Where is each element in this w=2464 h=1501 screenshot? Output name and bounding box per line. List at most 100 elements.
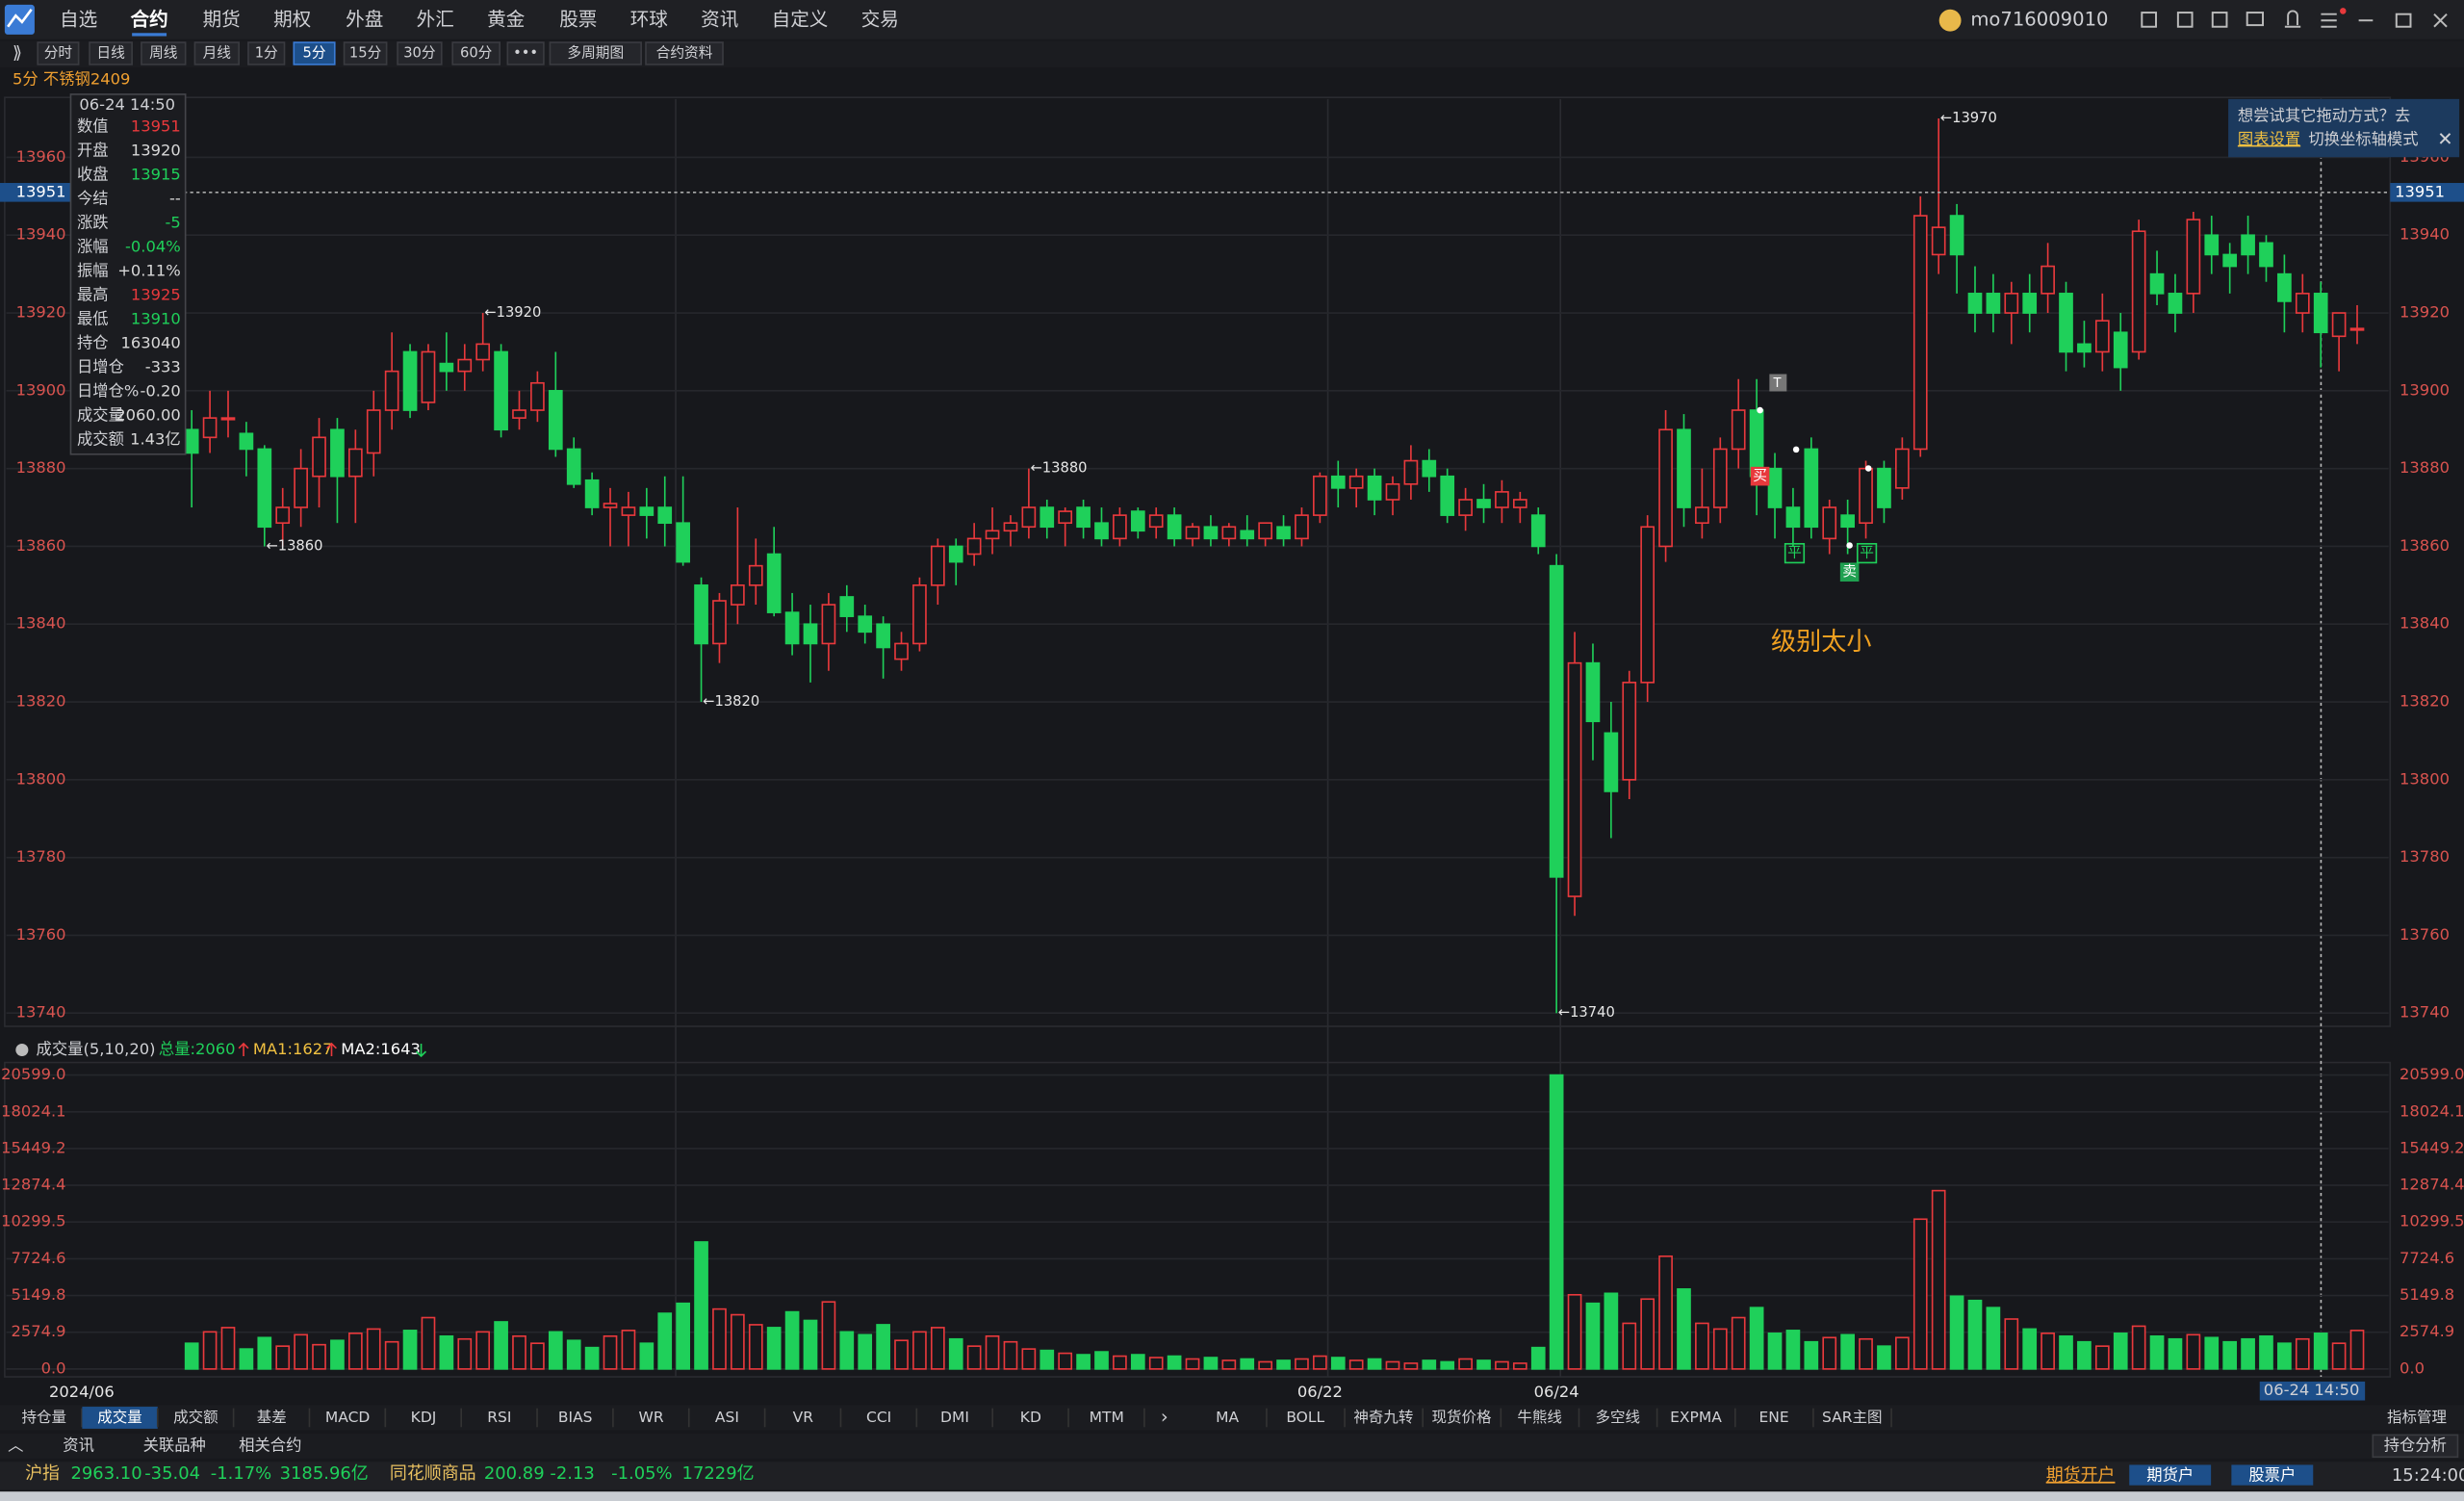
toolbar-label[interactable]: 30分 — [403, 45, 436, 62]
hint-box — [2228, 98, 2460, 158]
overlay-tab[interactable]: MA — [1216, 1409, 1239, 1426]
y-tick-label: 13800 — [2400, 769, 2450, 788]
volume-bar — [839, 1331, 855, 1370]
collapse-icon[interactable] — [15, 1043, 29, 1057]
candle-body — [257, 448, 272, 529]
indicator-tab[interactable]: 成交量 — [97, 1409, 142, 1426]
toolbar-label[interactable]: ••• — [513, 45, 538, 62]
indicator-tab[interactable]: MTM — [1090, 1409, 1124, 1426]
overlay-tab[interactable]: BOLL — [1286, 1409, 1324, 1426]
menu-item[interactable]: 外汇 — [417, 9, 454, 31]
toolbar-label[interactable]: 分时 — [44, 45, 73, 62]
indicator-tab[interactable]: WR — [639, 1409, 664, 1426]
menu-item[interactable]: 自选 — [60, 9, 97, 31]
position-analysis[interactable]: 持仓分析 — [2384, 1436, 2447, 1454]
icon[interactable] — [2176, 12, 2194, 28]
info-tab[interactable]: 资讯 — [63, 1436, 94, 1454]
toolbar-label[interactable]: 月线 — [203, 45, 232, 62]
tab-button[interactable] — [2372, 1434, 2459, 1459]
toolbar-label[interactable]: 5分 — [303, 45, 326, 62]
info-tab[interactable]: 相关合约 — [239, 1436, 301, 1454]
tab-scroll[interactable]: › — [1161, 1406, 1168, 1428]
indicator-tab[interactable]: DMI — [940, 1409, 969, 1426]
y-tick-label: 13900 — [2400, 380, 2450, 399]
toolbar-label[interactable]: 60分 — [460, 45, 493, 62]
info-tab[interactable]: 关联品种 — [143, 1436, 206, 1454]
status-link[interactable]: 期货开户 — [2046, 1465, 2116, 1486]
indicator-tab[interactable]: VR — [793, 1409, 814, 1426]
status-button-label[interactable]: 股票户 — [2248, 1465, 2296, 1484]
toolbar-button[interactable] — [141, 41, 187, 65]
volume-bar — [275, 1345, 291, 1370]
indicator-tab[interactable]: CCI — [866, 1409, 891, 1426]
status-button[interactable] — [2231, 1464, 2314, 1486]
indicator-tab[interactable]: 持仓量 — [21, 1409, 66, 1426]
menu-item[interactable]: 交易 — [861, 9, 899, 31]
candle-body — [1785, 506, 1801, 529]
icon[interactable] — [2211, 12, 2228, 28]
overlay-tab[interactable]: 现货价格 — [1432, 1409, 1493, 1426]
toolbar-label[interactable]: 周线 — [149, 45, 178, 62]
expand-icon[interactable]: ⟫ — [13, 43, 22, 64]
toolbar-label[interactable]: 1分 — [255, 45, 278, 62]
toolbar-button[interactable] — [293, 41, 336, 65]
info-label: 开盘 — [77, 142, 109, 160]
indicator-manage[interactable]: 指标管理 — [2387, 1409, 2447, 1426]
menu-item[interactable]: 外盘 — [346, 9, 383, 31]
volume-bar — [347, 1333, 363, 1370]
menu-item[interactable]: 期权 — [273, 9, 311, 31]
avatar[interactable] — [1938, 9, 1962, 32]
overlay-tab[interactable]: SAR主图 — [1822, 1409, 1883, 1426]
volume-bar — [1585, 1302, 1601, 1370]
overlay-tab[interactable]: 牛熊线 — [1517, 1409, 1562, 1426]
toolbar-button[interactable] — [506, 41, 545, 65]
indicator-tab[interactable]: BIAS — [558, 1409, 593, 1426]
menu-item[interactable]: 合约 — [131, 9, 168, 31]
indicator-tab[interactable]: 成交额 — [173, 1409, 218, 1426]
toolbar-button[interactable] — [89, 41, 133, 65]
overlay-tab[interactable]: EXPMA — [1670, 1409, 1722, 1426]
menu-item[interactable]: 资讯 — [701, 9, 738, 31]
toolbar-label[interactable]: 合约资料 — [656, 45, 713, 62]
toolbar-button[interactable] — [451, 41, 500, 65]
menu-item[interactable]: 环球 — [630, 9, 669, 31]
hint-close[interactable]: ✕ — [2437, 128, 2452, 150]
toolbar-label[interactable]: 多周期图 — [567, 45, 624, 62]
overlay-tab[interactable]: 多空线 — [1596, 1409, 1641, 1426]
indicator-tab[interactable]: MACD — [325, 1409, 371, 1426]
icon[interactable] — [2141, 12, 2157, 28]
toolbar-label[interactable]: 日线 — [96, 45, 125, 62]
collapse-icon[interactable]: ︿ — [8, 1436, 23, 1454]
indicator-tab[interactable]: RSI — [487, 1409, 511, 1426]
menu-item[interactable]: 期货 — [203, 9, 241, 31]
toolbar-label[interactable]: 15分 — [349, 45, 382, 62]
status-button[interactable] — [2129, 1464, 2212, 1486]
toolbar-button[interactable] — [343, 41, 388, 65]
menu-item[interactable]: 自定义 — [772, 9, 829, 31]
toolbar-button[interactable] — [37, 41, 80, 65]
indicator-tab[interactable]: KDJ — [411, 1409, 437, 1426]
indicator-tab[interactable]: KD — [1020, 1409, 1041, 1426]
maximize[interactable] — [2395, 13, 2412, 28]
user-name[interactable]: mo716009010 — [1970, 9, 2108, 31]
status-button-label[interactable]: 期货户 — [2146, 1465, 2194, 1484]
icon[interactable] — [2246, 12, 2265, 27]
volume-bar — [1113, 1355, 1127, 1370]
toolbar-button[interactable] — [247, 41, 286, 65]
toolbar-button[interactable] — [645, 41, 724, 65]
icon[interactable] — [2321, 13, 2337, 28]
icon[interactable] — [2284, 10, 2301, 28]
indicator-tab[interactable]: 基差 — [257, 1409, 287, 1426]
menu-item[interactable]: 黄金 — [487, 9, 526, 31]
menu-item[interactable]: 股票 — [559, 9, 597, 31]
toolbar-button[interactable] — [549, 41, 642, 65]
close[interactable] — [2433, 13, 2448, 28]
volume-bar — [1258, 1360, 1272, 1370]
toolbar-button[interactable] — [397, 41, 443, 65]
overlay-tab[interactable]: 神奇九转 — [1353, 1409, 1413, 1426]
info-label: 成交量 — [77, 405, 124, 424]
indicator-tab[interactable]: ASI — [715, 1409, 739, 1426]
hint-link[interactable]: 图表设置 — [2238, 130, 2300, 148]
toolbar-button[interactable] — [193, 41, 240, 65]
overlay-tab[interactable]: ENE — [1759, 1409, 1789, 1426]
